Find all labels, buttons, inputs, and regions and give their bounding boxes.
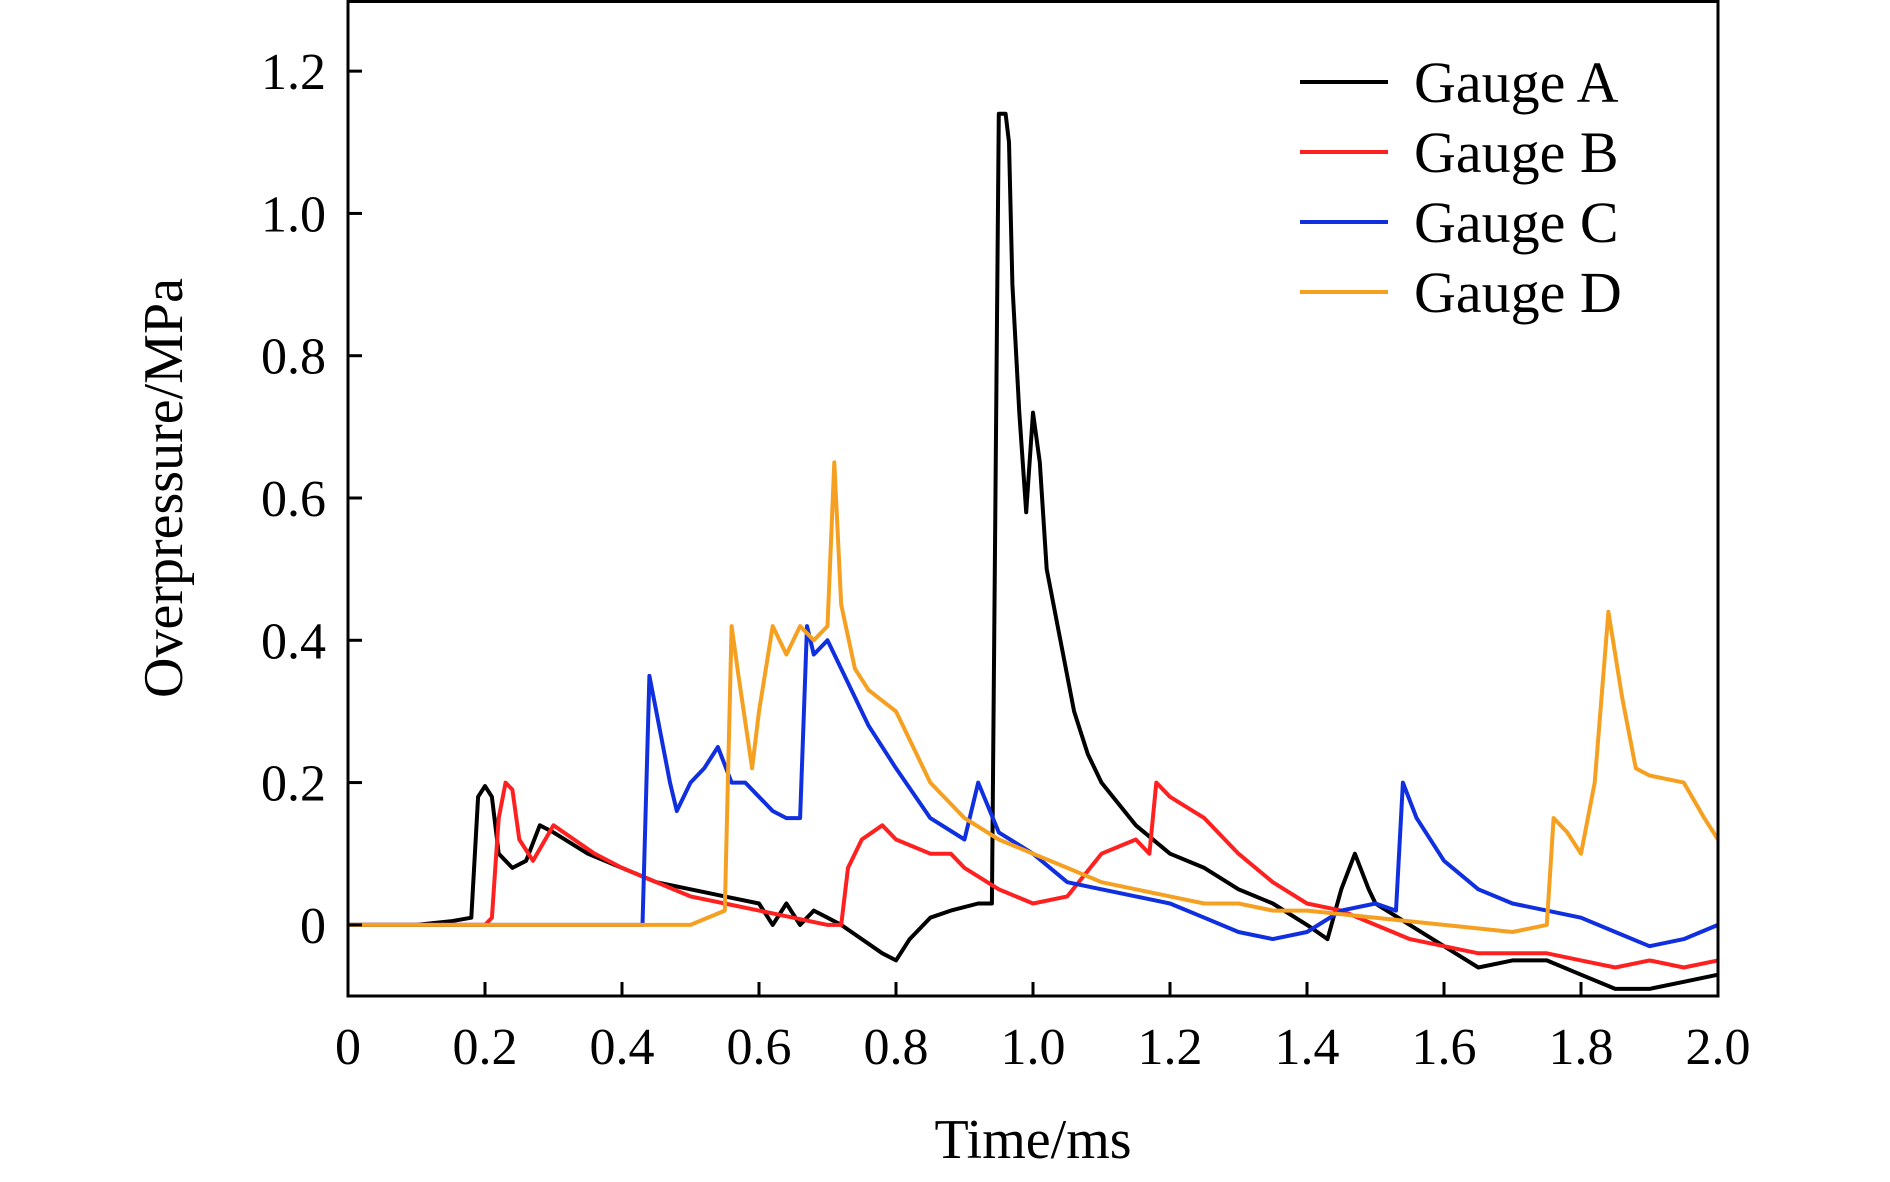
y-tick-label: 0.8 (261, 329, 326, 386)
x-tick-label: 1.2 (1138, 1019, 1203, 1076)
legend-label: Gauge C (1414, 190, 1619, 255)
x-tick-label: 0 (335, 1019, 361, 1076)
x-axis-title: Time/ms (934, 1109, 1131, 1171)
x-tick-label: 2.0 (1686, 1019, 1751, 1076)
y-tick-label: 1.0 (261, 186, 326, 243)
x-axis: 0 0.2 0.4 0.6 0.8 1.0 1.2 1.4 1.6 1.8 2.0 (335, 982, 1751, 1076)
x-tick-label: 1.8 (1549, 1019, 1614, 1076)
y-axis-title: Overpressure/MPa (133, 278, 195, 698)
series-line-1 (348, 111, 1719, 991)
series-layer (348, 111, 1720, 991)
series-line-4 (348, 460, 1720, 934)
series-line-2 (348, 780, 1719, 970)
y-tick-label: 0.2 (261, 756, 326, 813)
y-tick-label: 0.4 (261, 613, 326, 670)
x-tick-label: 1.6 (1412, 1019, 1477, 1076)
y-tick-label: 0.6 (261, 471, 326, 528)
x-tick-label: 1.0 (1001, 1019, 1066, 1076)
series-line-3 (348, 624, 1719, 949)
x-tick-label: 1.4 (1275, 1019, 1340, 1076)
y-tick-label: 0 (300, 898, 326, 955)
y-axis: 0 0.2 0.4 0.6 0.8 1.0 1.2 (261, 44, 362, 955)
legend-label: Gauge D (1414, 260, 1622, 325)
x-tick-label: 0.4 (590, 1019, 655, 1076)
legend-label: Gauge A (1414, 50, 1619, 115)
x-tick-label: 0.2 (453, 1019, 518, 1076)
x-tick-label: 0.6 (727, 1019, 792, 1076)
legend-label: Gauge B (1414, 120, 1619, 185)
x-tick-label: 0.8 (864, 1019, 929, 1076)
y-tick-label: 1.2 (261, 44, 326, 101)
